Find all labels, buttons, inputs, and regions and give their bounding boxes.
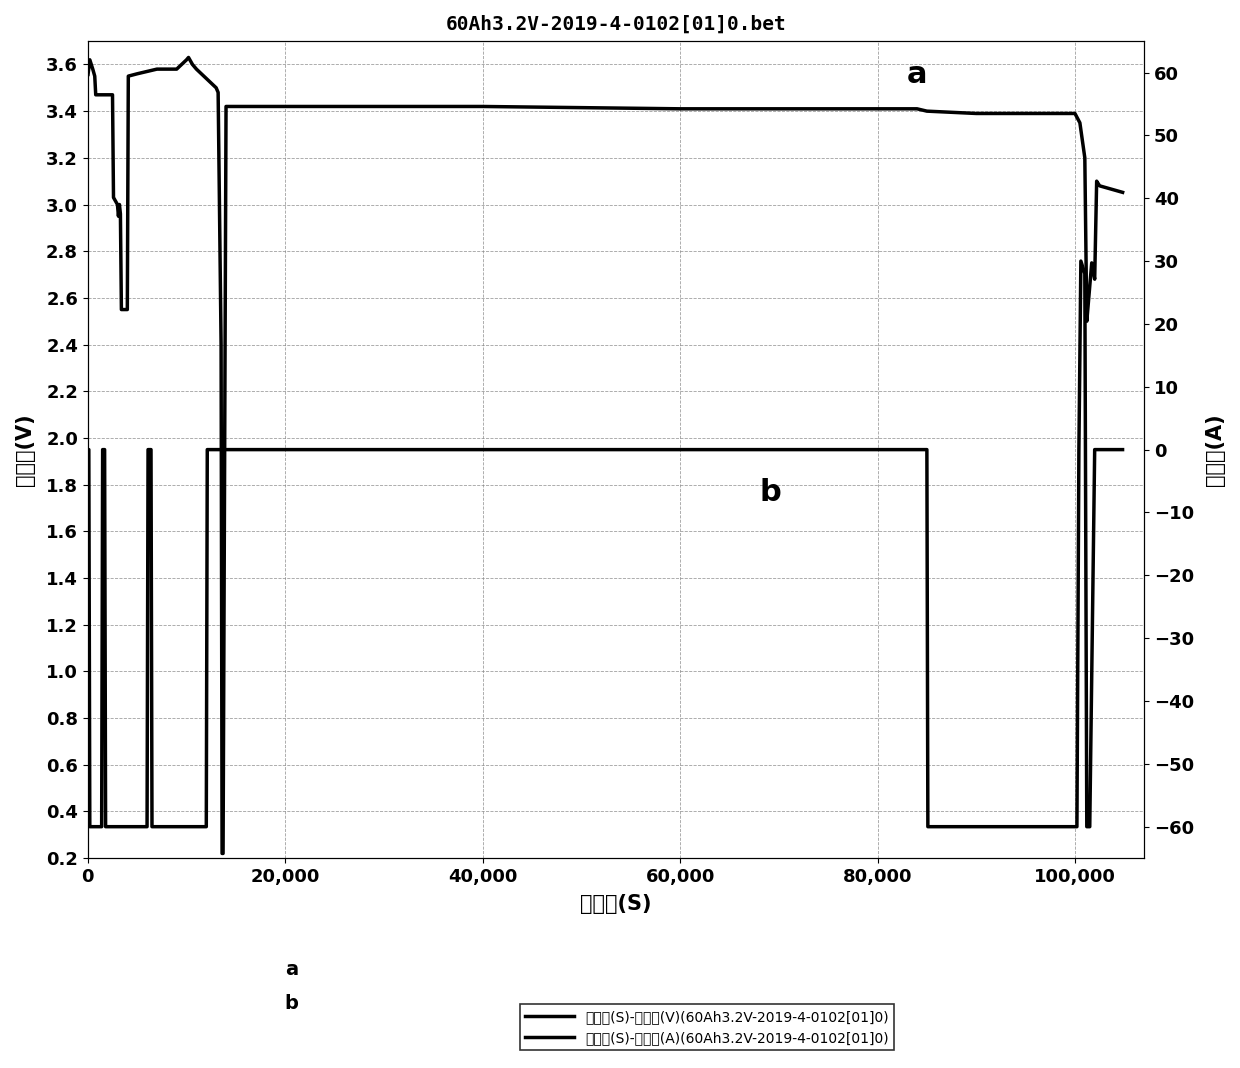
Text: b: b: [759, 478, 781, 507]
Title: 60Ah3.2V-2019-4-0102[01]0.bet: 60Ah3.2V-2019-4-0102[01]0.bet: [445, 15, 786, 34]
Text: a: a: [908, 60, 928, 89]
X-axis label: 总时间(S): 总时间(S): [580, 894, 652, 914]
Text: b: b: [284, 994, 299, 1014]
Legend: 总时间(S)-总电压(V)(60Ah3.2V-2019-4-0102[01]0), 总时间(S)-总电流(A)(60Ah3.2V-2019-4-0102[01]: 总时间(S)-总电压(V)(60Ah3.2V-2019-4-0102[01]0)…: [520, 1004, 894, 1050]
Y-axis label: 总电流(A): 总电流(A): [1205, 413, 1225, 486]
Y-axis label: 总电压(V): 总电压(V): [15, 413, 35, 486]
Text: a: a: [285, 960, 298, 979]
